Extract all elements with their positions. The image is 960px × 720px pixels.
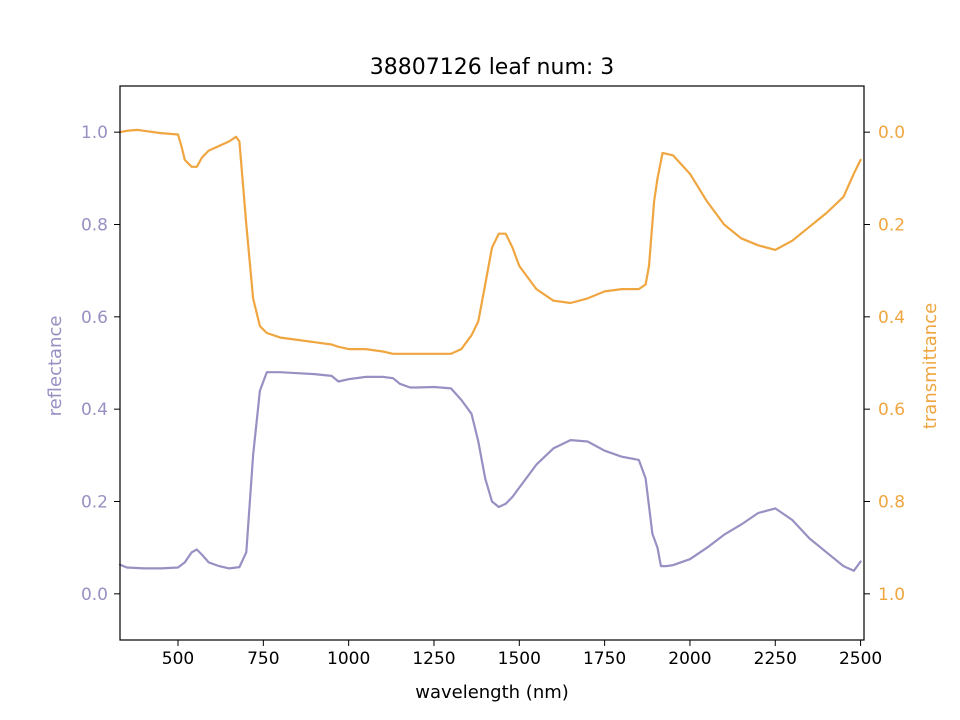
plot-series <box>118 128 862 572</box>
y-left-axis-ticks: 0.0 0.2 0.4 0.6 0.8 1.0 <box>81 123 120 605</box>
x-tick-label: 750 <box>247 649 279 669</box>
y-right-axis-label: transmittance <box>920 303 941 429</box>
y-right-tick-label: 0.6 <box>878 400 905 420</box>
x-tick-label: 2000 <box>668 649 711 669</box>
reflectance-line <box>118 371 862 572</box>
y-right-tick-label: 0.2 <box>878 216 905 236</box>
y-left-tick-label: 0.6 <box>81 308 108 328</box>
y-right-tick-label: 1.0 <box>878 585 905 605</box>
x-axis-ticks: 500 750 1000 1250 1500 1750 2000 2250 2500 <box>162 640 882 669</box>
y-right-tick-label: 0.8 <box>878 493 905 513</box>
x-tick-label: 500 <box>162 649 194 669</box>
y-left-axis-label: reflectance <box>45 316 66 417</box>
x-tick-label: 2250 <box>754 649 797 669</box>
x-tick-label: 1250 <box>412 649 455 669</box>
chart-title: 38807126 leaf num: 3 <box>370 55 615 80</box>
x-tick-label: 2500 <box>839 649 882 669</box>
x-tick-label: 1750 <box>583 649 626 669</box>
transmittance-line <box>118 128 862 355</box>
y-left-tick-label: 0.0 <box>81 585 108 605</box>
y-left-tick-label: 0.2 <box>81 493 108 513</box>
y-right-tick-label: 0.0 <box>878 123 905 143</box>
x-axis-label: wavelength (nm) <box>415 682 569 703</box>
y-right-tick-label: 0.4 <box>878 308 905 328</box>
x-tick-label: 1000 <box>327 649 370 669</box>
y-left-tick-label: 1.0 <box>81 123 108 143</box>
y-left-tick-label: 0.8 <box>81 216 108 236</box>
y-right-axis-ticks: 0.0 0.2 0.4 0.6 0.8 1.0 <box>864 123 905 605</box>
x-tick-label: 1500 <box>498 649 541 669</box>
plot-frame <box>119 85 865 641</box>
y-left-tick-label: 0.4 <box>81 400 108 420</box>
